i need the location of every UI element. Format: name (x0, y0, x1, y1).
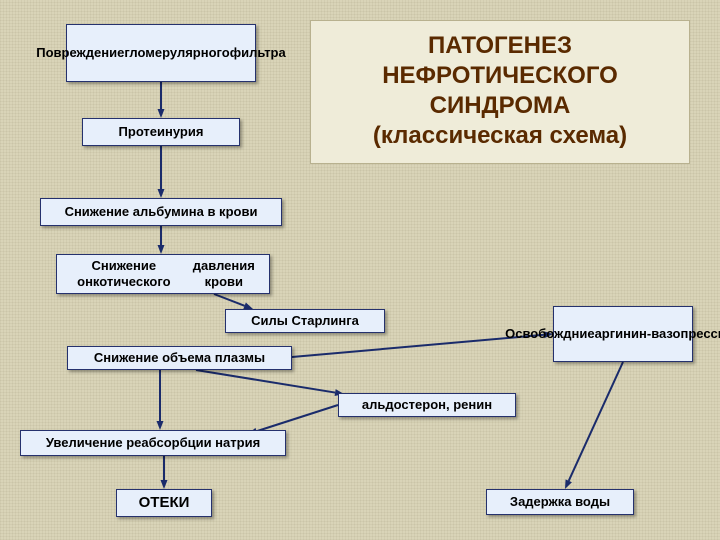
node-n11: Задержка воды (486, 489, 634, 515)
node-n4: Снижение онкотическогодавления крови (56, 254, 270, 294)
node-n5: Силы Старлинга (225, 309, 385, 333)
node-n6: Снижение объема плазмы (67, 346, 292, 370)
node-n8: Увеличение реабсорбции натрия (20, 430, 286, 456)
node-n3: Снижение альбумина в крови (40, 198, 282, 226)
diagram-title: ПАТОГЕНЕЗНЕФРОТИЧЕСКОГОСИНДРОМА(классиче… (310, 20, 690, 164)
node-n10: Освобождниеаргинин-вазопрессина (553, 306, 693, 362)
node-n9: ОТЕКИ (116, 489, 212, 517)
node-n1: Повреждениегломерулярногофильтра (66, 24, 256, 82)
node-n7: альдостерон, ренин (338, 393, 516, 417)
node-n2: Протеинурия (82, 118, 240, 146)
